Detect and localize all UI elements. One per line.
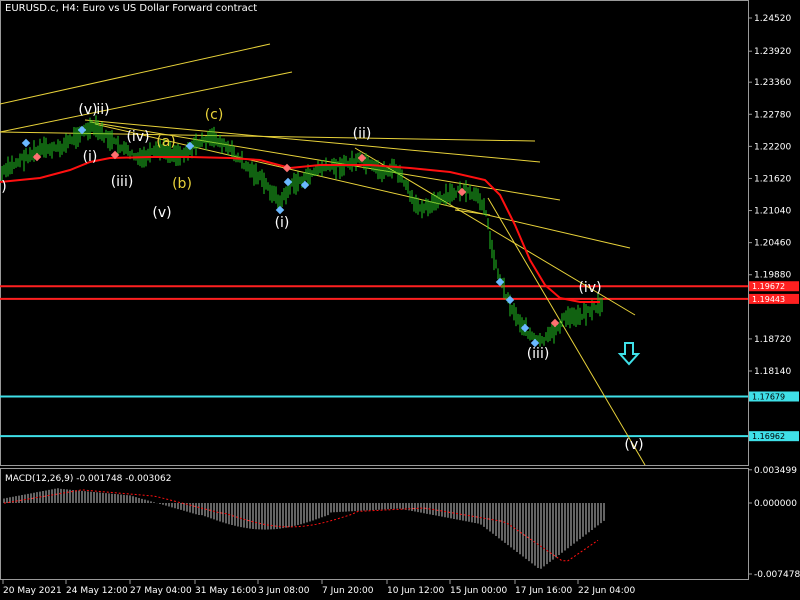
price-tick-label: 1.20460 — [754, 239, 791, 249]
macd-tick-label: 0.000000 — [754, 499, 797, 509]
fractal-marker — [21, 138, 31, 148]
fractal-marker — [457, 187, 467, 197]
fractal-marker — [300, 180, 310, 190]
price-tick-label: 1.23920 — [754, 47, 791, 57]
time-tick-label: 15 Jun 00:00 — [450, 586, 507, 596]
fractal-marker — [283, 177, 293, 187]
price-level-badge — [749, 281, 799, 292]
symbol-description: Euro vs US Dollar Forward contract — [82, 3, 258, 14]
down-arrow-icon — [617, 342, 641, 366]
time-tick-label: 20 May 2021 — [3, 586, 62, 596]
price-level-label: 1.19672 — [752, 282, 785, 291]
fractal-marker — [495, 277, 505, 287]
wave-label: (ii) — [353, 126, 372, 142]
price-level-badge — [749, 431, 799, 442]
price-tick-label: 1.24520 — [754, 14, 791, 24]
trendline — [84, 119, 541, 163]
time-tick-label: 7 Jun 20:00 — [322, 586, 374, 596]
fractal-marker — [505, 295, 515, 305]
macd-signal-line — [3, 489, 599, 562]
price-tick-label: 1.18720 — [754, 335, 791, 345]
wave-label: ) — [1, 179, 6, 195]
fractal-marker — [530, 338, 540, 348]
time-tick-label: 31 May 16:00 — [195, 586, 257, 596]
trendline — [0, 71, 293, 133]
fractal-marker — [275, 205, 285, 215]
trendline — [89, 121, 561, 201]
fractal-marker — [282, 163, 292, 173]
macd-label: MACD(12,26,9) -0.001748 -0.003062 — [5, 474, 171, 484]
wave-label: ii) — [96, 102, 109, 118]
time-tick-label: 17 Jun 16:00 — [515, 586, 572, 596]
fractal-marker — [77, 125, 87, 135]
price-level-badge — [749, 391, 799, 402]
price-tick-label: 1.22780 — [754, 110, 791, 120]
trendline — [487, 197, 646, 466]
time-tick-label: 27 May 04:00 — [130, 586, 192, 596]
wave-label: (iv) — [126, 129, 149, 145]
fractal-marker — [550, 318, 560, 328]
trendline — [94, 123, 631, 249]
fractal-marker — [185, 141, 195, 151]
price-level-label: 1.19443 — [752, 295, 785, 304]
wave-label: (i) — [275, 215, 290, 231]
chart-title: EURUSD.c, H4: Euro vs US Dollar Forward … — [5, 3, 257, 14]
fractal-marker — [357, 153, 367, 163]
fractal-marker — [520, 323, 530, 333]
wave-label: (v) — [624, 437, 643, 453]
price-level-label: 1.17679 — [752, 393, 785, 402]
wave-label: (i) — [83, 149, 98, 165]
symbol-timeframe: EURUSD.c, H4: — [5, 3, 80, 14]
wave-label: (v) — [152, 205, 171, 221]
time-tick-label: 22 Jun 04:00 — [578, 586, 635, 596]
price-tick-label: 1.22200 — [754, 142, 791, 152]
wave-label: (iii) — [111, 174, 134, 190]
price-level-badge — [749, 293, 799, 304]
moving-average-line — [0, 156, 600, 303]
price-tick-label: 1.21040 — [754, 207, 791, 217]
fractal-marker — [32, 152, 42, 162]
trendline — [454, 209, 491, 216]
price-tick-label: 1.21620 — [754, 174, 791, 184]
time-tick-label: 24 May 12:00 — [66, 586, 128, 596]
wave-label: (iv) — [578, 280, 601, 296]
fractal-marker — [110, 150, 120, 160]
time-tick-label: 3 Jun 08:00 — [258, 586, 310, 596]
price-tick-label: 1.19880 — [754, 271, 791, 281]
main-panel-frame — [0, 0, 749, 466]
price-level-label: 1.16962 — [752, 432, 785, 441]
macd-tick-label: -0.007478 — [754, 570, 800, 580]
time-tick-label: 10 Jun 12:00 — [387, 586, 444, 596]
macd-panel-frame — [0, 468, 749, 580]
wave-label: (b) — [172, 176, 192, 192]
price-tick-label: 1.23360 — [754, 78, 791, 88]
trendline — [0, 43, 271, 105]
price-tick-label: 1.18140 — [754, 367, 791, 377]
wave-label: (v) — [78, 102, 97, 118]
wave-label: (c) — [205, 107, 224, 123]
macd-tick-label: 0.003499 — [754, 466, 797, 476]
wave-label: (iii) — [527, 346, 550, 362]
wave-label: (a) — [156, 134, 176, 150]
